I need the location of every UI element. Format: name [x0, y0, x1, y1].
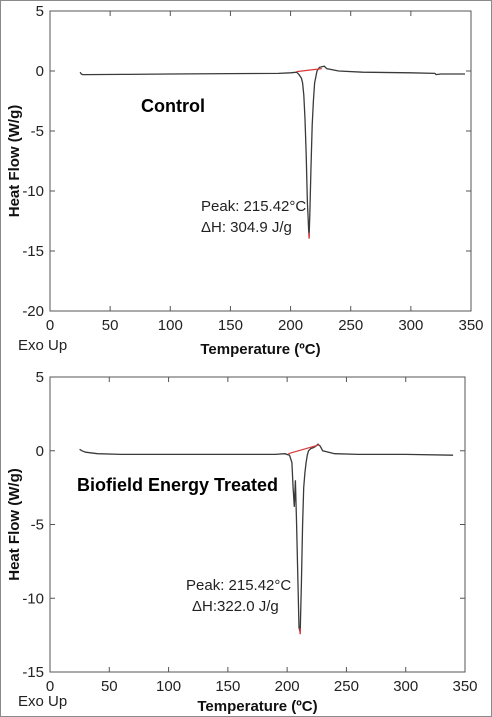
peak-annotation: Peak: 215.42°C: [201, 198, 306, 215]
x-tick-label: 350: [452, 678, 477, 695]
x-axis-title: Temperature (ºC): [200, 341, 320, 358]
y-tick-label: 0: [36, 63, 44, 80]
y-tick-label: 5: [36, 3, 44, 20]
x-axis-title: Temperature (ºC): [197, 698, 317, 715]
plot-area: [49, 10, 472, 312]
y-tick-label: -15: [22, 664, 44, 681]
y-tick-label: -5: [31, 517, 44, 534]
x-tick-label: 100: [156, 678, 181, 695]
y-tick-label: -20: [22, 303, 44, 320]
y-tick-label: -15: [22, 243, 44, 260]
y-tick-label: 5: [36, 369, 44, 386]
peak-annotation: Peak: 215.42°C: [186, 577, 291, 594]
x-tick-label: 50: [101, 678, 118, 695]
enthalpy-annotation: ΔH:322.0 J/g: [192, 598, 279, 615]
x-tick-label: 350: [458, 317, 483, 334]
tick-marks: [49, 10, 472, 312]
x-tick-label: 150: [215, 678, 240, 695]
tick-marks: [49, 376, 466, 673]
plot-area: [49, 376, 466, 673]
exo-up-label: Exo Up: [18, 337, 67, 354]
x-tick-label: 200: [275, 678, 300, 695]
x-tick-label: 250: [338, 317, 363, 334]
y-tick-label: 0: [36, 443, 44, 460]
enthalpy-annotation: ΔH: 304.9 J/g: [201, 219, 292, 236]
x-tick-label: 100: [158, 317, 183, 334]
exo-up-label: Exo Up: [18, 693, 67, 710]
y-tick-label: -10: [22, 590, 44, 607]
x-tick-label: 0: [46, 678, 54, 695]
heat-flow-curve: [79, 65, 465, 237]
x-tick-label: 0: [46, 317, 54, 334]
x-tick-label: 300: [393, 678, 418, 695]
x-tick-label: 150: [218, 317, 243, 334]
y-axis-title: Heat Flow (W/g): [6, 105, 23, 218]
sample-label: Control: [141, 96, 205, 116]
y-tick-label: -5: [31, 123, 44, 140]
integration-baseline: [296, 68, 322, 73]
sample-label: Biofield Energy Treated: [77, 475, 278, 495]
x-tick-label: 250: [334, 678, 359, 695]
x-tick-label: 200: [278, 317, 303, 334]
x-tick-label: 300: [398, 317, 423, 334]
x-tick-label: 50: [102, 317, 119, 334]
y-tick-label: -10: [22, 183, 44, 200]
y-axis-title: Heat Flow (W/g): [6, 468, 23, 581]
integration-baseline: [288, 444, 320, 455]
